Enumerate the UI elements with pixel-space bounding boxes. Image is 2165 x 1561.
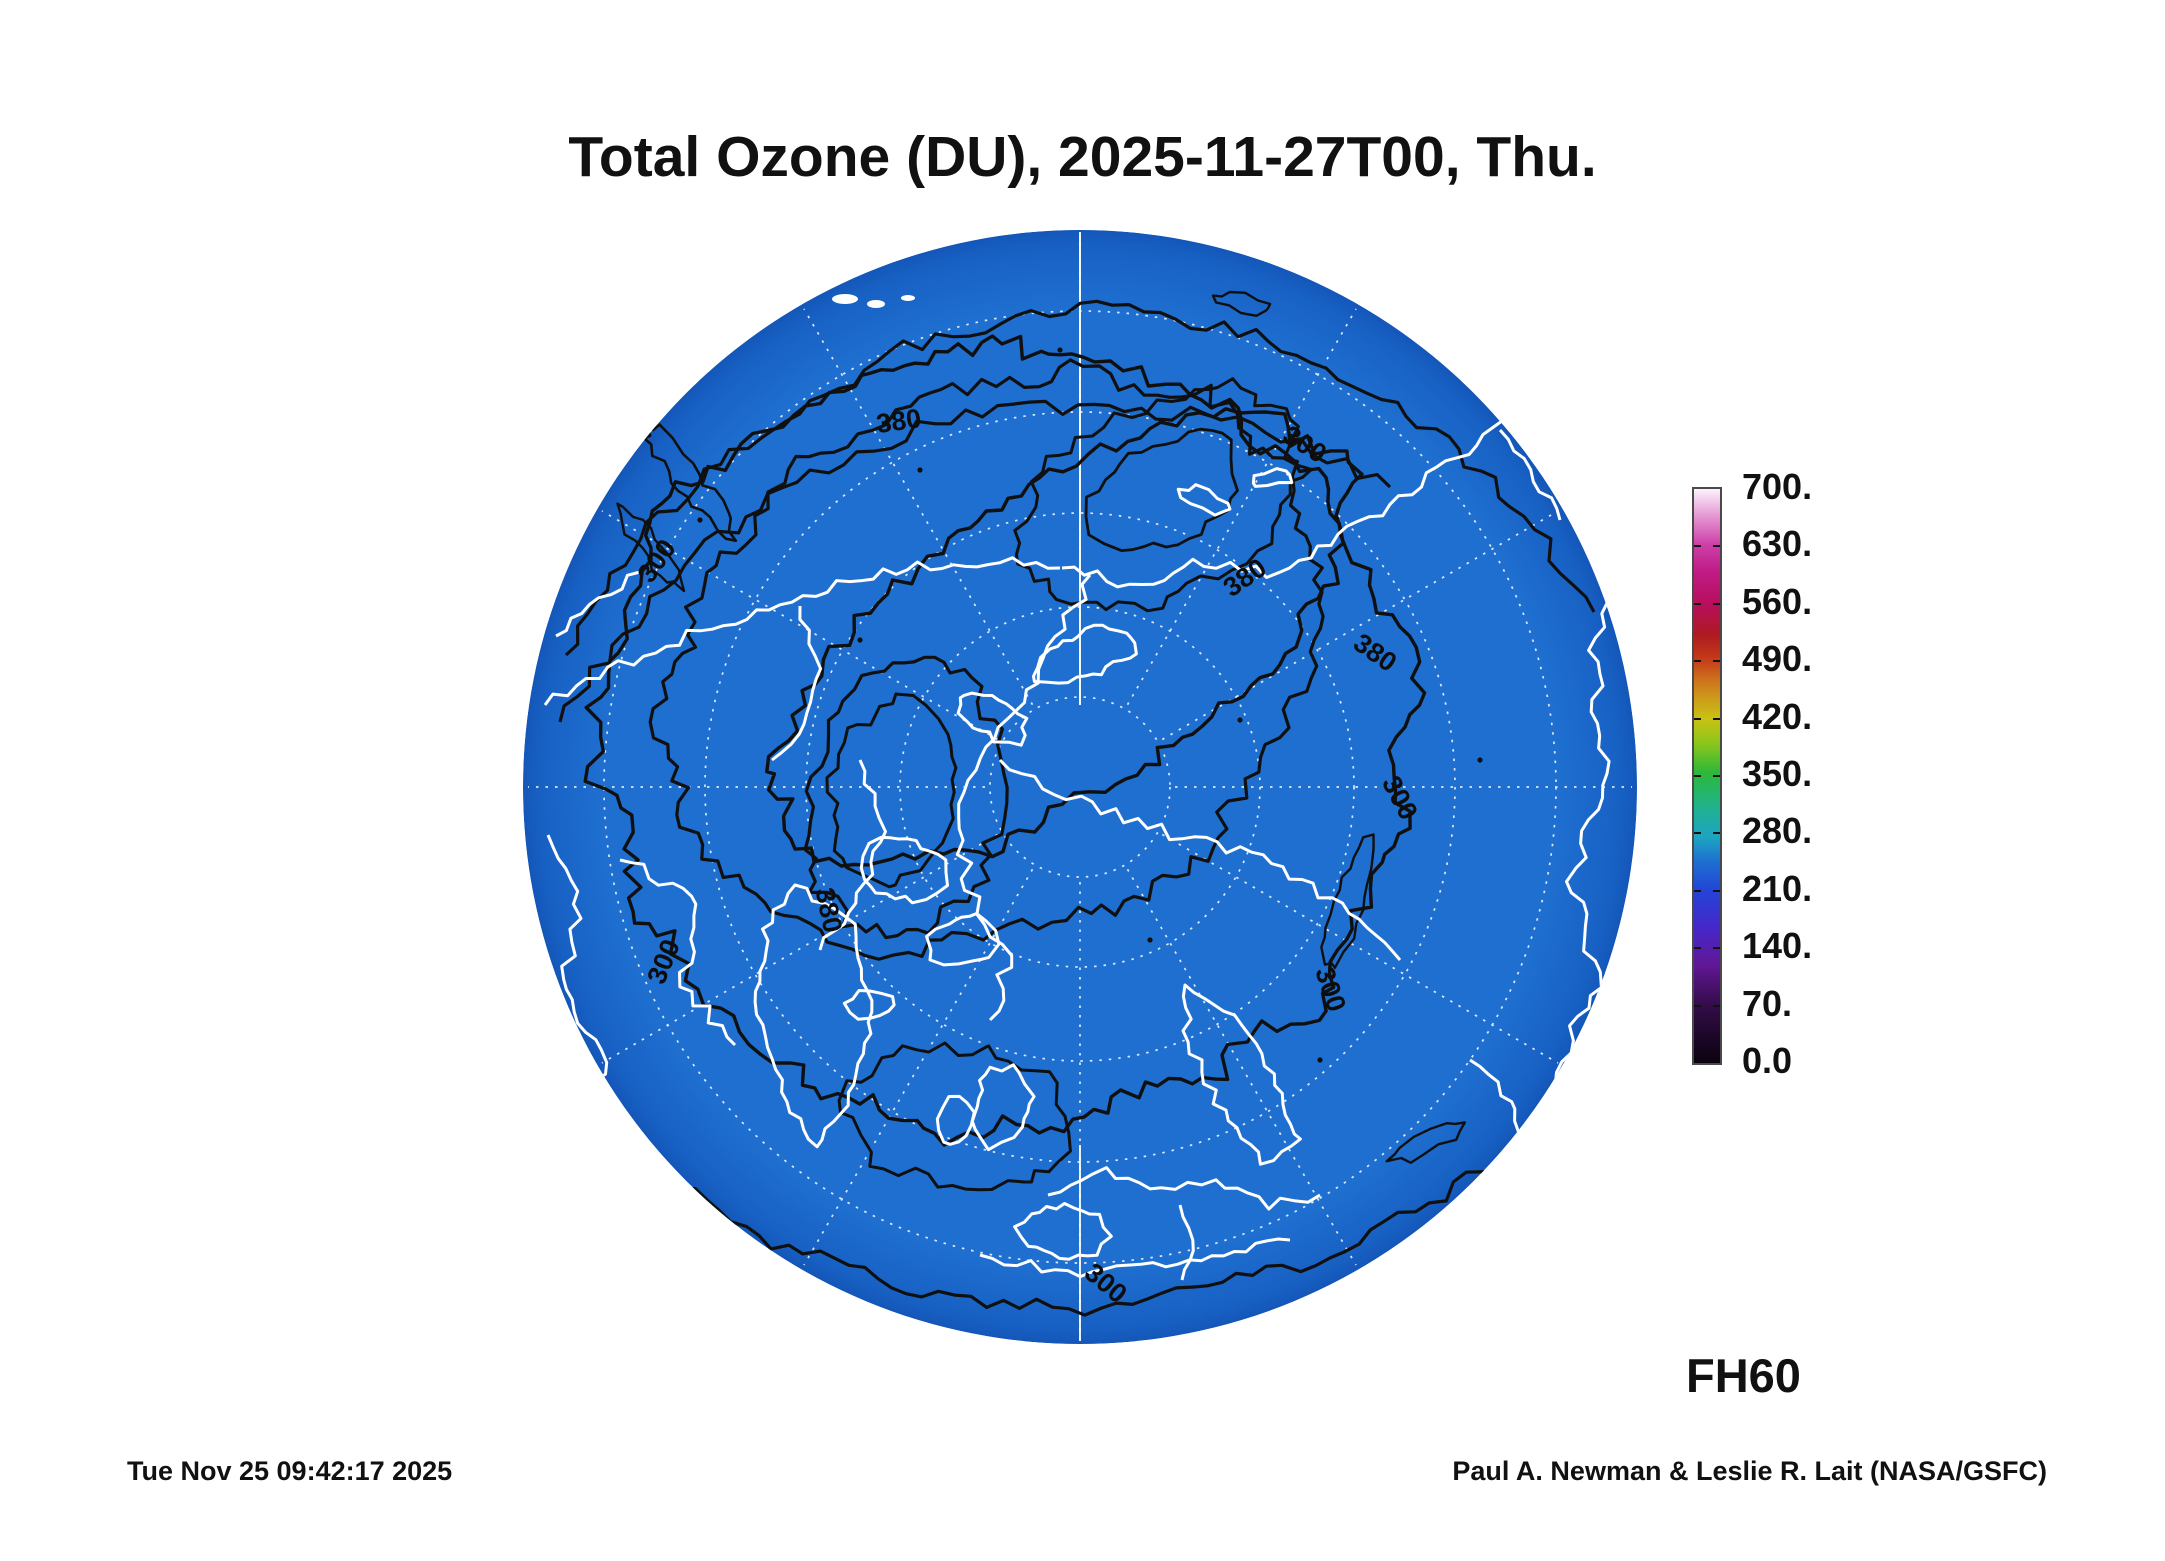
colorbar-label: 140. <box>1742 925 1813 967</box>
colorbar-tick <box>1713 947 1720 950</box>
colorbar-tick <box>1694 1004 1701 1007</box>
ice-patch <box>867 300 885 308</box>
colorbar-label: 70. <box>1742 982 1793 1024</box>
colorbar-tick <box>1694 660 1701 663</box>
colorbar-tick <box>1694 947 1701 950</box>
colorbar-label: 280. <box>1742 810 1813 852</box>
colorbar-tick <box>1694 717 1701 720</box>
colorbar-tick <box>1713 545 1720 548</box>
colorbar-tick <box>1713 602 1720 605</box>
colorbar-tick <box>1713 717 1720 720</box>
colorbar-tick <box>1694 832 1701 835</box>
colorbar-label: 700. <box>1742 466 1813 507</box>
credit-text: Paul A. Newman & Leslie R. Lait (NASA/GS… <box>1452 1456 2047 1486</box>
colorbar-tick <box>1694 602 1701 605</box>
colorbar-labels: 700. 630. 560. 490. 420. 350. 280. 210. 140. 70. 0… <box>1742 466 1902 1081</box>
ice-patch <box>832 294 858 304</box>
page-title: Total Ozone (DU), 2025-11-27T00, Thu. <box>568 125 1597 189</box>
colorbar-tick <box>1713 775 1720 777</box>
ice-patch <box>633 395 647 401</box>
colorbar-tick <box>1694 545 1701 548</box>
colorbar-tick <box>1713 832 1720 835</box>
colorbar-label: 630. <box>1742 523 1813 565</box>
colorbar-tick <box>1713 1004 1720 1007</box>
colorbar-tick <box>1713 889 1720 892</box>
colorbar-label: 490. <box>1742 638 1813 680</box>
colorbar-tick <box>1694 889 1701 892</box>
colorbar <box>1692 487 1722 1065</box>
forecast-hour-label: FH60 <box>1686 1349 1801 1402</box>
colorbar-tick <box>1713 660 1720 663</box>
colorbar-label: 0.0 <box>1742 1040 1793 1081</box>
colorbar-label: 350. <box>1742 753 1813 794</box>
colorbar-tick <box>1694 775 1701 777</box>
colorbar-label: 560. <box>1742 580 1813 622</box>
contour-label: 380 <box>874 403 923 439</box>
colorbar-label: 210. <box>1742 867 1813 909</box>
colorbar-label: 420. <box>1742 695 1813 737</box>
ice-patch <box>901 295 915 301</box>
creation-timestamp: Tue Nov 25 09:42:17 2025 <box>127 1456 453 1486</box>
